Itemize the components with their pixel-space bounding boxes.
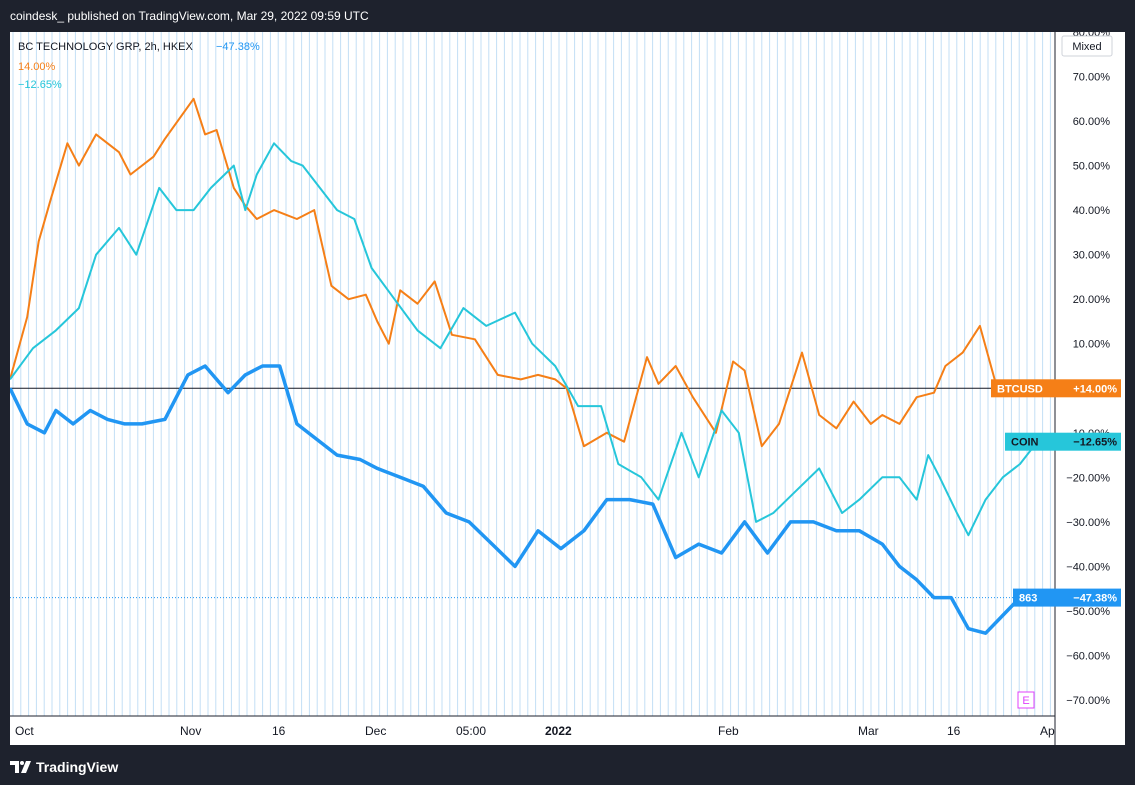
x-tick-label: 16 (272, 724, 286, 738)
y-tick-label: 10.00% (1073, 339, 1111, 351)
legend-title: BC TECHNOLOGY GRP, 2h, HKEX (18, 41, 194, 53)
tradingview-logo-icon (10, 761, 31, 773)
y-tick-label: −60.00% (1066, 651, 1110, 663)
event-marker[interactable]: E (1017, 691, 1035, 709)
publisher-bar: coindesk_ published on TradingView.com, … (0, 0, 1135, 32)
x-tick-label: Dec (365, 724, 386, 738)
chart-frame: 80.00%70.00%60.00%50.00%40.00%30.00%20.0… (8, 27, 1125, 745)
tradingview-logo-text: TradingView (36, 759, 119, 775)
y-tick-label: 70.00% (1073, 72, 1111, 84)
tradingview-logo[interactable]: TradingView (10, 759, 118, 775)
badge-863-name-bg (1013, 588, 1055, 607)
scale-mode-label: Mixed (1072, 41, 1101, 53)
y-tick-label: 60.00% (1073, 116, 1111, 128)
badge-btcusd-name-bg (991, 379, 1055, 398)
x-tick-label: Ap (1040, 724, 1055, 738)
x-tick-label: Nov (180, 724, 201, 738)
legend-coin-value: −12.65% (18, 79, 62, 91)
x-tick-label: Feb (718, 724, 739, 738)
x-tick-label: 05:00 (456, 724, 486, 738)
x-tick-label: Mar (858, 724, 879, 738)
badge-btcusd-value: +14.00% (1073, 383, 1117, 395)
time-scale[interactable]: Oct Nov 16 Dec 05:00 2022 Feb Mar 16 Ap (15, 724, 1055, 738)
scale-mode-button[interactable]: Mixed (1061, 35, 1113, 57)
badge-863-value: −47.38% (1073, 593, 1117, 605)
x-tick-label: 2022 (545, 724, 572, 738)
legend-btc-value: 14.00% (18, 61, 56, 73)
badge-coin-name: COIN (1011, 437, 1039, 449)
badge-coin-value-bg (1055, 432, 1121, 451)
y-tick-label: −50.00% (1066, 606, 1110, 618)
x-tick-label: Oct (15, 724, 34, 738)
badge-coin-value: −12.65% (1073, 437, 1117, 449)
y-tick-label: 30.00% (1073, 250, 1111, 262)
legend-title-value: −47.38% (216, 41, 260, 53)
x-tick-label: 16 (947, 724, 961, 738)
y-tick-label: −70.00% (1066, 695, 1110, 707)
legend: BC TECHNOLOGY GRP, 2h, HKEX −47.38% 14.0… (18, 41, 260, 91)
y-tick-label: −40.00% (1066, 561, 1110, 573)
badge-btcusd-value-bg (1055, 379, 1121, 398)
y-tick-label: −30.00% (1066, 517, 1110, 529)
y-tick-label: −20.00% (1066, 472, 1110, 484)
series-line-bc-technology-863[interactable] (8, 364, 1038, 635)
y-tick-label: 50.00% (1073, 161, 1111, 173)
series-line-coin[interactable] (9, 142, 1039, 537)
event-marker-label: E (1022, 695, 1029, 707)
series-line-btcusd[interactable] (9, 97, 1038, 448)
last-value-badges: BTCUSD +14.00% COIN −12.65% 863 −47.38% (991, 379, 1121, 607)
series-layer (8, 97, 1039, 635)
footer-bar: TradingView (0, 745, 1135, 785)
y-tick-label: 40.00% (1073, 205, 1111, 217)
publisher-line: coindesk_ published on TradingView.com, … (10, 9, 369, 23)
badge-863-name: 863 (1019, 593, 1037, 605)
badge-btcusd-name: BTCUSD (997, 383, 1043, 395)
badge-863-value-bg (1055, 588, 1121, 607)
badge-coin-name-bg (1005, 432, 1055, 451)
chart: 80.00%70.00%60.00%50.00%40.00%30.00%20.0… (8, 27, 1121, 745)
y-tick-label: 20.00% (1073, 294, 1111, 306)
